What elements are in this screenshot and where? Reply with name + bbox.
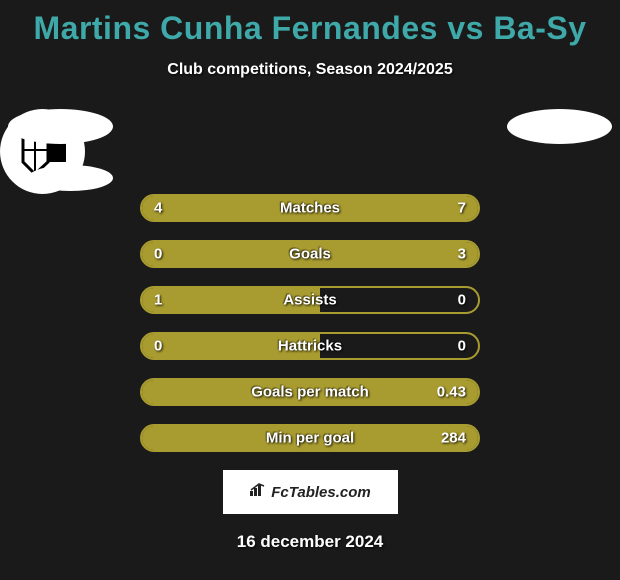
stat-value-right: 3 (458, 246, 466, 263)
stat-row-min-per-goal: Min per goal 284 (140, 424, 480, 452)
subtitle: Club competitions, Season 2024/2025 (0, 61, 620, 79)
stat-label: Assists (142, 292, 478, 309)
stat-value-right: 284 (441, 430, 466, 447)
stat-row-goals: 0 Goals 3 (140, 240, 480, 268)
stat-value-right: 0.43 (437, 384, 466, 401)
stat-label: Goals (142, 246, 478, 263)
date-text: 16 december 2024 (0, 532, 620, 552)
page-title: Martins Cunha Fernandes vs Ba-Sy (0, 0, 620, 47)
stat-row-hattricks: 0 Hattricks 0 (140, 332, 480, 360)
stat-row-assists: 1 Assists 0 (140, 286, 480, 314)
stat-label: Hattricks (142, 338, 478, 355)
stat-label: Goals per match (142, 384, 478, 401)
player1-club-logo (28, 165, 113, 191)
stat-label: Matches (142, 200, 478, 217)
badge-text: FcTables.com (271, 484, 370, 501)
stat-value-right: 0 (458, 292, 466, 309)
player1-avatar (8, 109, 113, 144)
chart-icon (249, 483, 267, 501)
stat-label: Min per goal (142, 430, 478, 447)
stats-container: 4 Matches 7 0 Goals 3 1 Assists 0 0 Hatt… (140, 194, 480, 452)
stat-row-matches: 4 Matches 7 (140, 194, 480, 222)
stat-row-goals-per-match: Goals per match 0.43 (140, 378, 480, 406)
comparison-content: 4 Matches 7 0 Goals 3 1 Assists 0 0 Hatt… (0, 109, 620, 452)
stat-value-right: 0 (458, 338, 466, 355)
stat-value-right: 7 (458, 200, 466, 217)
source-badge: FcTables.com (223, 470, 398, 514)
player2-avatar (507, 109, 612, 144)
